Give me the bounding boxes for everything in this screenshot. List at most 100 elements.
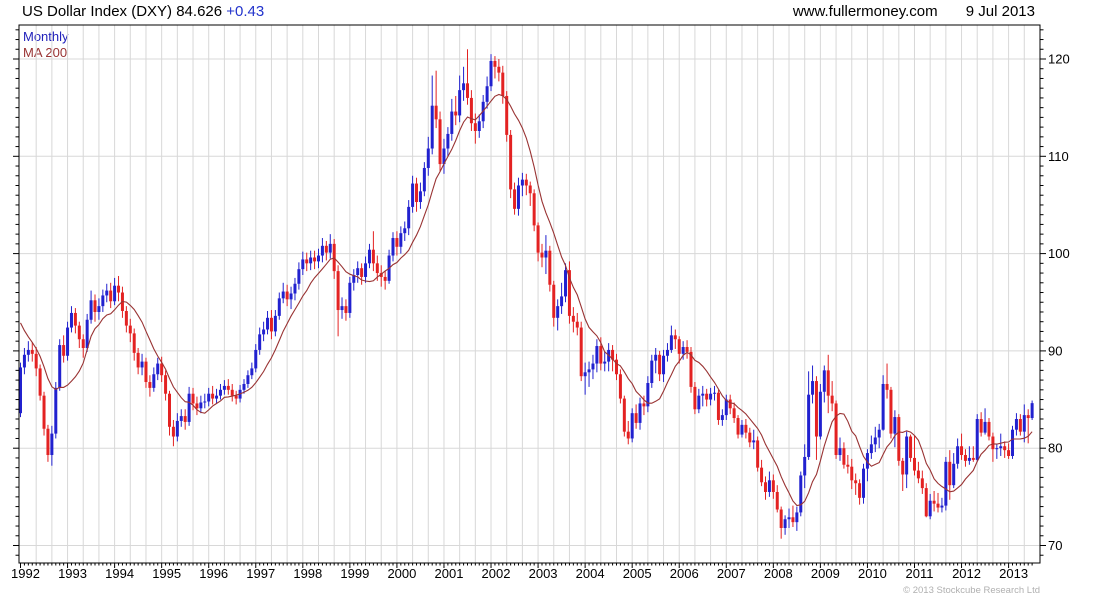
candle-body bbox=[340, 306, 344, 311]
candle bbox=[156, 357, 160, 381]
candle-body bbox=[156, 363, 160, 375]
candle bbox=[113, 277, 117, 306]
candle-body bbox=[603, 361, 607, 364]
y-axis-label: 120 bbox=[1048, 52, 1070, 67]
candle-body bbox=[297, 269, 301, 284]
candle bbox=[791, 505, 795, 528]
candle-body bbox=[638, 403, 642, 423]
candle bbox=[697, 388, 701, 414]
candle-body bbox=[62, 345, 66, 356]
candle-body bbox=[752, 440, 756, 443]
candle bbox=[324, 240, 328, 261]
candle-body bbox=[313, 257, 317, 262]
candle bbox=[818, 383, 822, 440]
candle bbox=[779, 506, 783, 539]
candle-body bbox=[924, 488, 928, 517]
candle-body bbox=[528, 185, 532, 194]
candle bbox=[430, 75, 434, 155]
candle bbox=[952, 453, 956, 489]
price-change: +0.43 bbox=[226, 3, 265, 20]
candle bbox=[148, 375, 152, 397]
candle-body bbox=[42, 395, 46, 429]
candle-body bbox=[1026, 415, 1030, 419]
candle-body bbox=[709, 393, 713, 400]
candle-body bbox=[618, 374, 622, 399]
candle bbox=[117, 275, 121, 302]
candle bbox=[222, 380, 226, 395]
candle-body bbox=[803, 456, 807, 476]
candle bbox=[105, 283, 109, 303]
candle bbox=[1003, 441, 1007, 458]
candle bbox=[183, 409, 187, 430]
x-axis-year-label: 1996 bbox=[199, 566, 228, 581]
candle-body bbox=[422, 167, 426, 192]
candle-body bbox=[916, 470, 920, 479]
candle-body bbox=[128, 325, 132, 334]
candle bbox=[971, 446, 975, 462]
candle bbox=[313, 250, 317, 270]
candle bbox=[434, 70, 438, 129]
candle bbox=[814, 376, 818, 460]
candle-body bbox=[744, 424, 748, 433]
candle-body bbox=[434, 105, 438, 120]
candle-body bbox=[473, 123, 477, 132]
candle bbox=[638, 397, 642, 430]
candle-body bbox=[548, 250, 552, 285]
candle-body bbox=[673, 335, 677, 340]
candle bbox=[658, 350, 662, 382]
candle-body bbox=[262, 329, 266, 335]
candle-body bbox=[234, 395, 238, 399]
candle-body bbox=[677, 339, 681, 354]
candle-body bbox=[830, 395, 834, 404]
candle bbox=[822, 365, 826, 403]
candle-body bbox=[183, 416, 187, 422]
candle-body bbox=[560, 296, 564, 307]
candle-body bbox=[477, 121, 481, 132]
candle bbox=[501, 65, 505, 104]
candle-body bbox=[93, 300, 97, 312]
candle bbox=[26, 341, 30, 362]
candle-body bbox=[136, 352, 140, 368]
candle bbox=[42, 391, 46, 436]
candle-body bbox=[850, 466, 854, 481]
candle bbox=[850, 458, 854, 490]
candle-body bbox=[567, 270, 571, 316]
candle bbox=[591, 354, 595, 380]
candle-body bbox=[485, 86, 489, 102]
candle bbox=[54, 382, 58, 439]
candle-body bbox=[1030, 403, 1034, 419]
candle bbox=[963, 449, 967, 467]
candle bbox=[383, 271, 387, 290]
candle bbox=[415, 177, 419, 212]
candle bbox=[756, 436, 760, 472]
website-link[interactable]: www.fullermoney.com bbox=[792, 3, 938, 20]
candle bbox=[595, 339, 599, 373]
candle-body bbox=[787, 517, 791, 520]
candle bbox=[940, 497, 944, 513]
candle bbox=[556, 299, 560, 331]
candle bbox=[650, 354, 654, 388]
candle bbox=[728, 394, 732, 415]
candle-body bbox=[164, 375, 168, 394]
candle-body bbox=[940, 505, 944, 508]
candle bbox=[234, 390, 238, 405]
x-axis-year-label: 2010 bbox=[858, 566, 887, 581]
candle-body bbox=[348, 282, 352, 313]
candle bbox=[179, 409, 183, 427]
candle-body bbox=[654, 354, 658, 361]
candle bbox=[771, 474, 775, 499]
candle bbox=[520, 172, 524, 197]
candle bbox=[269, 310, 273, 340]
candle bbox=[811, 365, 815, 404]
candle-body bbox=[418, 191, 422, 203]
candle-body bbox=[846, 464, 850, 467]
candle-body bbox=[469, 97, 473, 124]
copyright-notice: © 2013 Stockcube Research Ltd bbox=[903, 585, 1040, 596]
candle-body bbox=[524, 179, 528, 186]
candle bbox=[152, 367, 156, 392]
candle bbox=[473, 113, 477, 144]
candle bbox=[795, 506, 799, 531]
candle-body bbox=[838, 448, 842, 456]
candle bbox=[46, 424, 50, 462]
